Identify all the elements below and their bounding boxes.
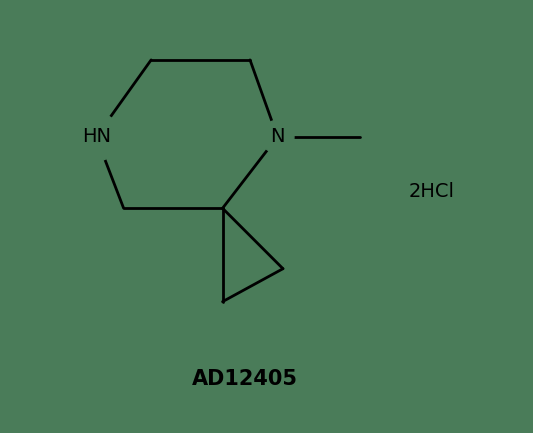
- Text: N: N: [270, 127, 285, 146]
- Circle shape: [261, 120, 294, 153]
- Text: AD12405: AD12405: [191, 368, 297, 388]
- Text: 2HCl: 2HCl: [408, 182, 454, 201]
- Text: HN: HN: [82, 127, 111, 146]
- Circle shape: [72, 113, 120, 161]
